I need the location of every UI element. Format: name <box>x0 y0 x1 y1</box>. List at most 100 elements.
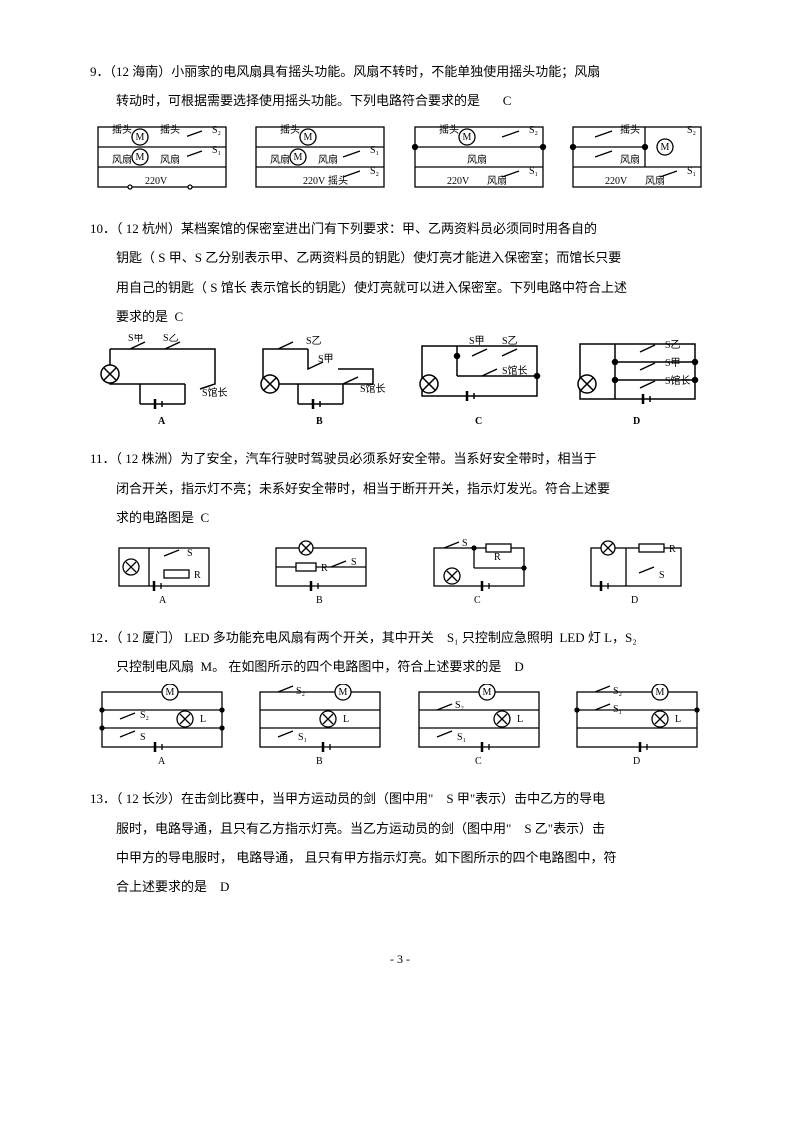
svg-text:风扇: 风扇 <box>112 153 132 166</box>
q11-diagrams: SR A RS B S <box>90 538 710 608</box>
svg-text:摇头: 摇头 <box>160 123 180 136</box>
svg-text:L: L <box>343 714 349 725</box>
svg-text:L: L <box>517 714 523 725</box>
q12-led: LED 灯 L，S₂ <box>559 630 636 645</box>
svg-text:R: R <box>494 552 501 563</box>
q10-circuit-d: S乙 S甲 S馆长 D <box>565 334 710 429</box>
svg-text:S: S <box>351 557 357 568</box>
svg-text:S₂: S₂ <box>613 686 622 697</box>
svg-text:风扇: 风扇 <box>487 174 507 187</box>
svg-text:A: A <box>158 756 166 767</box>
q10-circuit-b: S乙S甲 S馆长 B <box>248 334 393 429</box>
svg-text:L: L <box>675 714 681 725</box>
svg-text:L: L <box>200 714 206 725</box>
svg-text:S: S <box>140 732 146 743</box>
svg-text:S₁: S₁ <box>370 145 379 156</box>
q12-l2: 只控制电风扇 M。 在如图所示的四个电路图中，符合上述要求的是 D <box>90 655 710 678</box>
svg-text:D: D <box>631 595 638 606</box>
q9-circuit-a: M M 摇头摇头S₂ 风扇风扇S₁ 220V <box>90 119 235 199</box>
svg-text:S₁: S₁ <box>457 732 466 743</box>
q10-src: （ 12 杭州） <box>116 221 181 236</box>
svg-text:摇头: 摇头 <box>439 123 459 136</box>
q10-line1: 10．（ 12 杭州）某档案馆的保密室进出门有下列要求：甲、乙两资料员必须同时用… <box>90 217 710 240</box>
svg-text:S₁: S₁ <box>529 166 538 177</box>
question-13: 13．（ 12 长沙）在击剑比赛中，当甲方运动员的剑（图中用" S 甲"表示）击… <box>90 787 710 899</box>
q10-diagrams: S甲S乙 S馆长 A S乙S甲 S馆长 B <box>90 334 710 429</box>
svg-text:风扇: 风扇 <box>467 153 487 166</box>
q12-l1: 12．（ 12 厦门） LED 多功能充电风扇有两个开关，其中开关 S₁ 只控制… <box>90 626 710 649</box>
svg-text:M: M <box>136 132 145 143</box>
svg-text:M: M <box>462 132 471 143</box>
svg-text:S乙: S乙 <box>163 334 179 344</box>
q13-answer: D <box>220 879 229 894</box>
q12-t2: 只控制应急照明 <box>462 630 553 645</box>
svg-text:风扇: 风扇 <box>160 153 180 166</box>
q10-circuit-a: S甲S乙 S馆长 A <box>90 334 235 429</box>
svg-text:C: C <box>475 416 482 427</box>
svg-text:S甲: S甲 <box>665 358 681 369</box>
svg-text:风扇: 风扇 <box>270 153 290 166</box>
q13-num: 13． <box>90 791 116 806</box>
q10-t1: 某档案馆的保密室进出门有下列要求：甲、乙两资料员必须同时用各自的 <box>181 221 597 236</box>
svg-text:D: D <box>633 416 640 427</box>
svg-text:M: M <box>136 152 145 163</box>
q13-src: （ 12 长沙） <box>116 791 181 806</box>
q9-line1: 小丽家的电风扇具有摇头功能。风扇不转时，不能单独使用摇头功能；风扇 <box>171 64 600 79</box>
q13-syi: S 乙 <box>524 821 547 836</box>
q9-src: （12 海南） <box>110 64 172 79</box>
svg-text:S₁: S₁ <box>687 166 696 177</box>
svg-text:摇头: 摇头 <box>280 123 300 136</box>
q11-answer: C <box>201 510 210 525</box>
q12-answer: D <box>514 659 523 674</box>
q9-circuit-d: M 摇头S₂ 风扇 220V风扇S₁ <box>565 119 710 199</box>
q11-circuit-a: SR A <box>109 538 219 608</box>
svg-text:S馆长: S馆长 <box>360 382 386 395</box>
svg-text:S: S <box>187 548 193 559</box>
svg-text:风扇: 风扇 <box>318 153 338 166</box>
svg-text:220V: 220V <box>145 176 168 187</box>
q9-circuit-b: M M 摇头 风扇风扇S₁ 220V摇头S₂ <box>248 119 393 199</box>
q11-l2: 闭合开关，指示灯不亮；未系好安全带时，相当于断开开关，指示灯发光。符合上述要 <box>90 477 710 500</box>
q13-t6: 合上述要求的是 <box>116 879 207 894</box>
question-10: 10．（ 12 杭州）某档案馆的保密室进出门有下列要求：甲、乙两资料员必须同时用… <box>90 217 710 430</box>
svg-text:S: S <box>462 538 468 549</box>
q12-t1: LED 多功能充电风扇有两个开关，其中开关 <box>181 630 434 645</box>
svg-text:220V: 220V <box>605 176 628 187</box>
svg-text:S₂: S₂ <box>296 686 305 697</box>
q9-answer: C <box>503 89 523 112</box>
svg-text:C: C <box>474 595 481 606</box>
svg-text:S甲: S甲 <box>469 336 485 347</box>
svg-text:S馆长: S馆长 <box>665 374 691 387</box>
q13-t2: "表示）击中乙方的导电 <box>470 791 605 806</box>
q12-m: M。 <box>201 659 226 674</box>
question-12: 12．（ 12 厦门） LED 多功能充电风扇有两个开关，其中开关 S₁ 只控制… <box>90 626 710 770</box>
svg-text:S₂: S₂ <box>140 710 149 721</box>
svg-text:S乙: S乙 <box>502 335 518 347</box>
svg-text:风扇: 风扇 <box>645 174 665 187</box>
svg-text:S乙: S乙 <box>665 339 681 351</box>
q13-l4: 合上述要求的是 D <box>90 875 710 898</box>
q9-line2-wrap: 转动时，可根据需要选择使用摇头功能。下列电路符合要求的是 C <box>90 89 710 112</box>
svg-text:B: B <box>316 595 323 606</box>
svg-text:B: B <box>316 756 323 767</box>
q11-circuit-c: S R C <box>424 538 534 608</box>
q12-circuit-a: M S₂L S A <box>90 684 235 769</box>
q12-t4: 在如图所示的四个电路图中，符合上述要求的是 <box>228 659 501 674</box>
q10-num: 10． <box>90 221 116 236</box>
svg-text:S₂: S₂ <box>529 125 538 136</box>
q11-l1: 11．（ 12 株洲）为了安全，汽车行驶时驾驶员必须系好安全带。当系好安全带时，… <box>90 447 710 470</box>
q10-l3: 用自己的钥匙（ S 馆长 表示馆长的钥匙）使灯亮就可以进入保密室。下列电路中符合… <box>90 276 710 299</box>
q9-diagrams: M M 摇头摇头S₂ 风扇风扇S₁ 220V M M 摇头 风扇风扇S₁ <box>90 119 710 199</box>
svg-text:风扇: 风扇 <box>620 153 640 166</box>
svg-text:R: R <box>321 563 328 574</box>
svg-text:摇头: 摇头 <box>112 123 132 136</box>
svg-text:M: M <box>482 687 491 698</box>
svg-text:A: A <box>159 595 167 606</box>
q10-circuit-c: S甲S乙 S馆长 C <box>407 334 552 429</box>
svg-text:S₂: S₂ <box>212 125 221 136</box>
q9-text: 9．（12 海南）小丽家的电风扇具有摇头功能。风扇不转时，不能单独使用摇头功能；… <box>90 60 710 83</box>
svg-text:C: C <box>475 756 482 767</box>
question-9: 9．（12 海南）小丽家的电风扇具有摇头功能。风扇不转时，不能单独使用摇头功能；… <box>90 60 710 199</box>
q12-num: 12． <box>90 630 116 645</box>
svg-text:S甲: S甲 <box>128 334 144 344</box>
